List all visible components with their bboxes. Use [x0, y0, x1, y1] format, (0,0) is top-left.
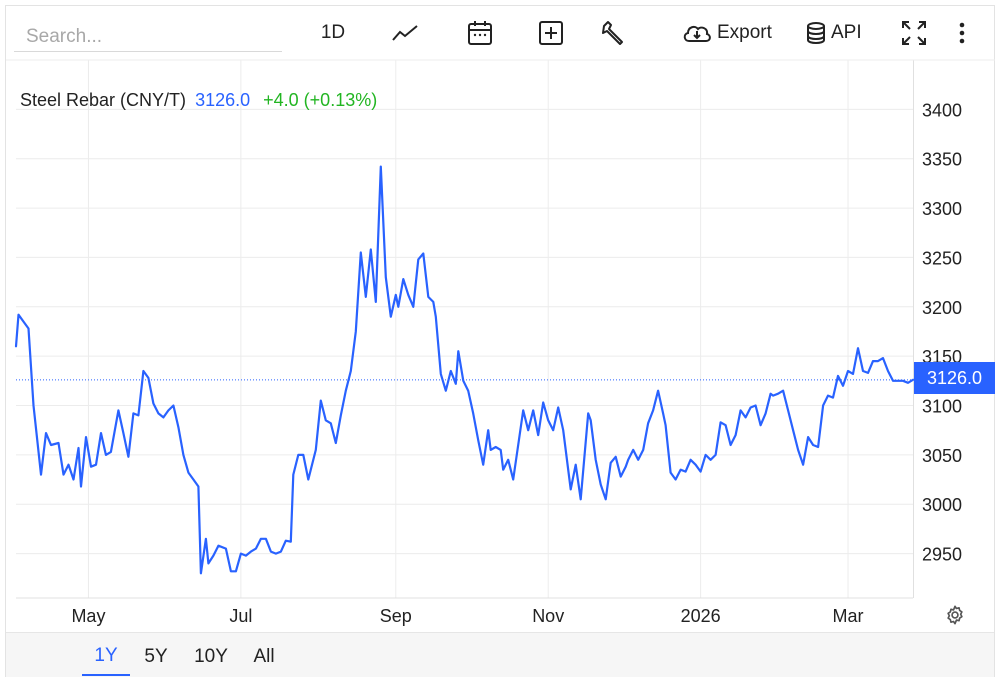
- interval-button[interactable]: 1D: [313, 18, 353, 48]
- y-tick-label: 3000: [922, 495, 962, 515]
- chart-type-button[interactable]: [388, 18, 422, 48]
- x-tick-label: Mar: [833, 606, 864, 626]
- x-tick-label: Jul: [229, 606, 252, 626]
- legend-last-price: 3126.0: [195, 90, 251, 110]
- range-label: 5Y: [144, 646, 168, 667]
- api-button[interactable]: API: [806, 18, 868, 48]
- y-tick-label: 3050: [922, 446, 962, 466]
- cloud-download-icon: [683, 25, 711, 42]
- x-tick-label: 2026: [681, 606, 721, 626]
- range-button-1y[interactable]: 1Y: [82, 638, 130, 676]
- x-tick-label: Sep: [380, 606, 412, 626]
- chart-legend: Steel Rebar (CNY/T) 3126.0 +4.0 (+0.13%): [20, 90, 377, 111]
- y-tick-label: 3400: [922, 100, 962, 120]
- wrench-icon: [602, 21, 623, 45]
- grid: [6, 59, 995, 599]
- export-label: Export: [717, 22, 772, 43]
- fullscreen-button[interactable]: [899, 18, 929, 48]
- more-options-button[interactable]: [950, 18, 974, 48]
- y-tick-label: 3250: [922, 248, 962, 268]
- range-label: 10Y: [194, 646, 228, 667]
- settings-tool-button[interactable]: [598, 18, 628, 48]
- range-button-10y[interactable]: 10Y: [186, 638, 236, 676]
- last-price-tag: 3126.0: [914, 362, 995, 394]
- search-input[interactable]: [14, 22, 282, 52]
- api-label: API: [831, 22, 862, 43]
- interval-label: 1D: [320, 22, 346, 43]
- chart-container: [5, 5, 995, 677]
- y-tick-label: 3100: [922, 397, 962, 417]
- line-chart-icon: [392, 25, 418, 41]
- date-range-button[interactable]: [465, 18, 495, 48]
- toolbar: 1D Export API: [0, 0, 1001, 60]
- range-label: 1Y: [94, 645, 118, 666]
- fullscreen-icon: [902, 21, 926, 45]
- y-tick-label: 3350: [922, 150, 962, 170]
- y-tick-label: 3300: [922, 199, 962, 219]
- legend-change: +4.0 (+0.13%): [263, 90, 378, 110]
- series-line: [14, 165, 915, 575]
- gear-icon[interactable]: [944, 604, 966, 626]
- more-vertical-icon: [959, 22, 965, 44]
- x-tick-label: Nov: [532, 606, 564, 626]
- range-button-all[interactable]: All: [246, 638, 282, 676]
- range-button-5y[interactable]: 5Y: [136, 638, 176, 676]
- legend-symbol-name: Steel Rebar (CNY/T): [20, 90, 187, 110]
- x-tick-label: May: [71, 606, 105, 626]
- export-button[interactable]: Export: [681, 18, 779, 48]
- add-indicator-button[interactable]: [536, 18, 566, 48]
- database-icon: [807, 22, 825, 44]
- calendar-icon: [468, 21, 492, 45]
- range-label: All: [253, 646, 275, 667]
- range-selector: [6, 632, 994, 677]
- add-indicator-icon: [539, 21, 563, 45]
- y-tick-label: 3200: [922, 298, 962, 318]
- y-tick-label: 2950: [922, 545, 962, 565]
